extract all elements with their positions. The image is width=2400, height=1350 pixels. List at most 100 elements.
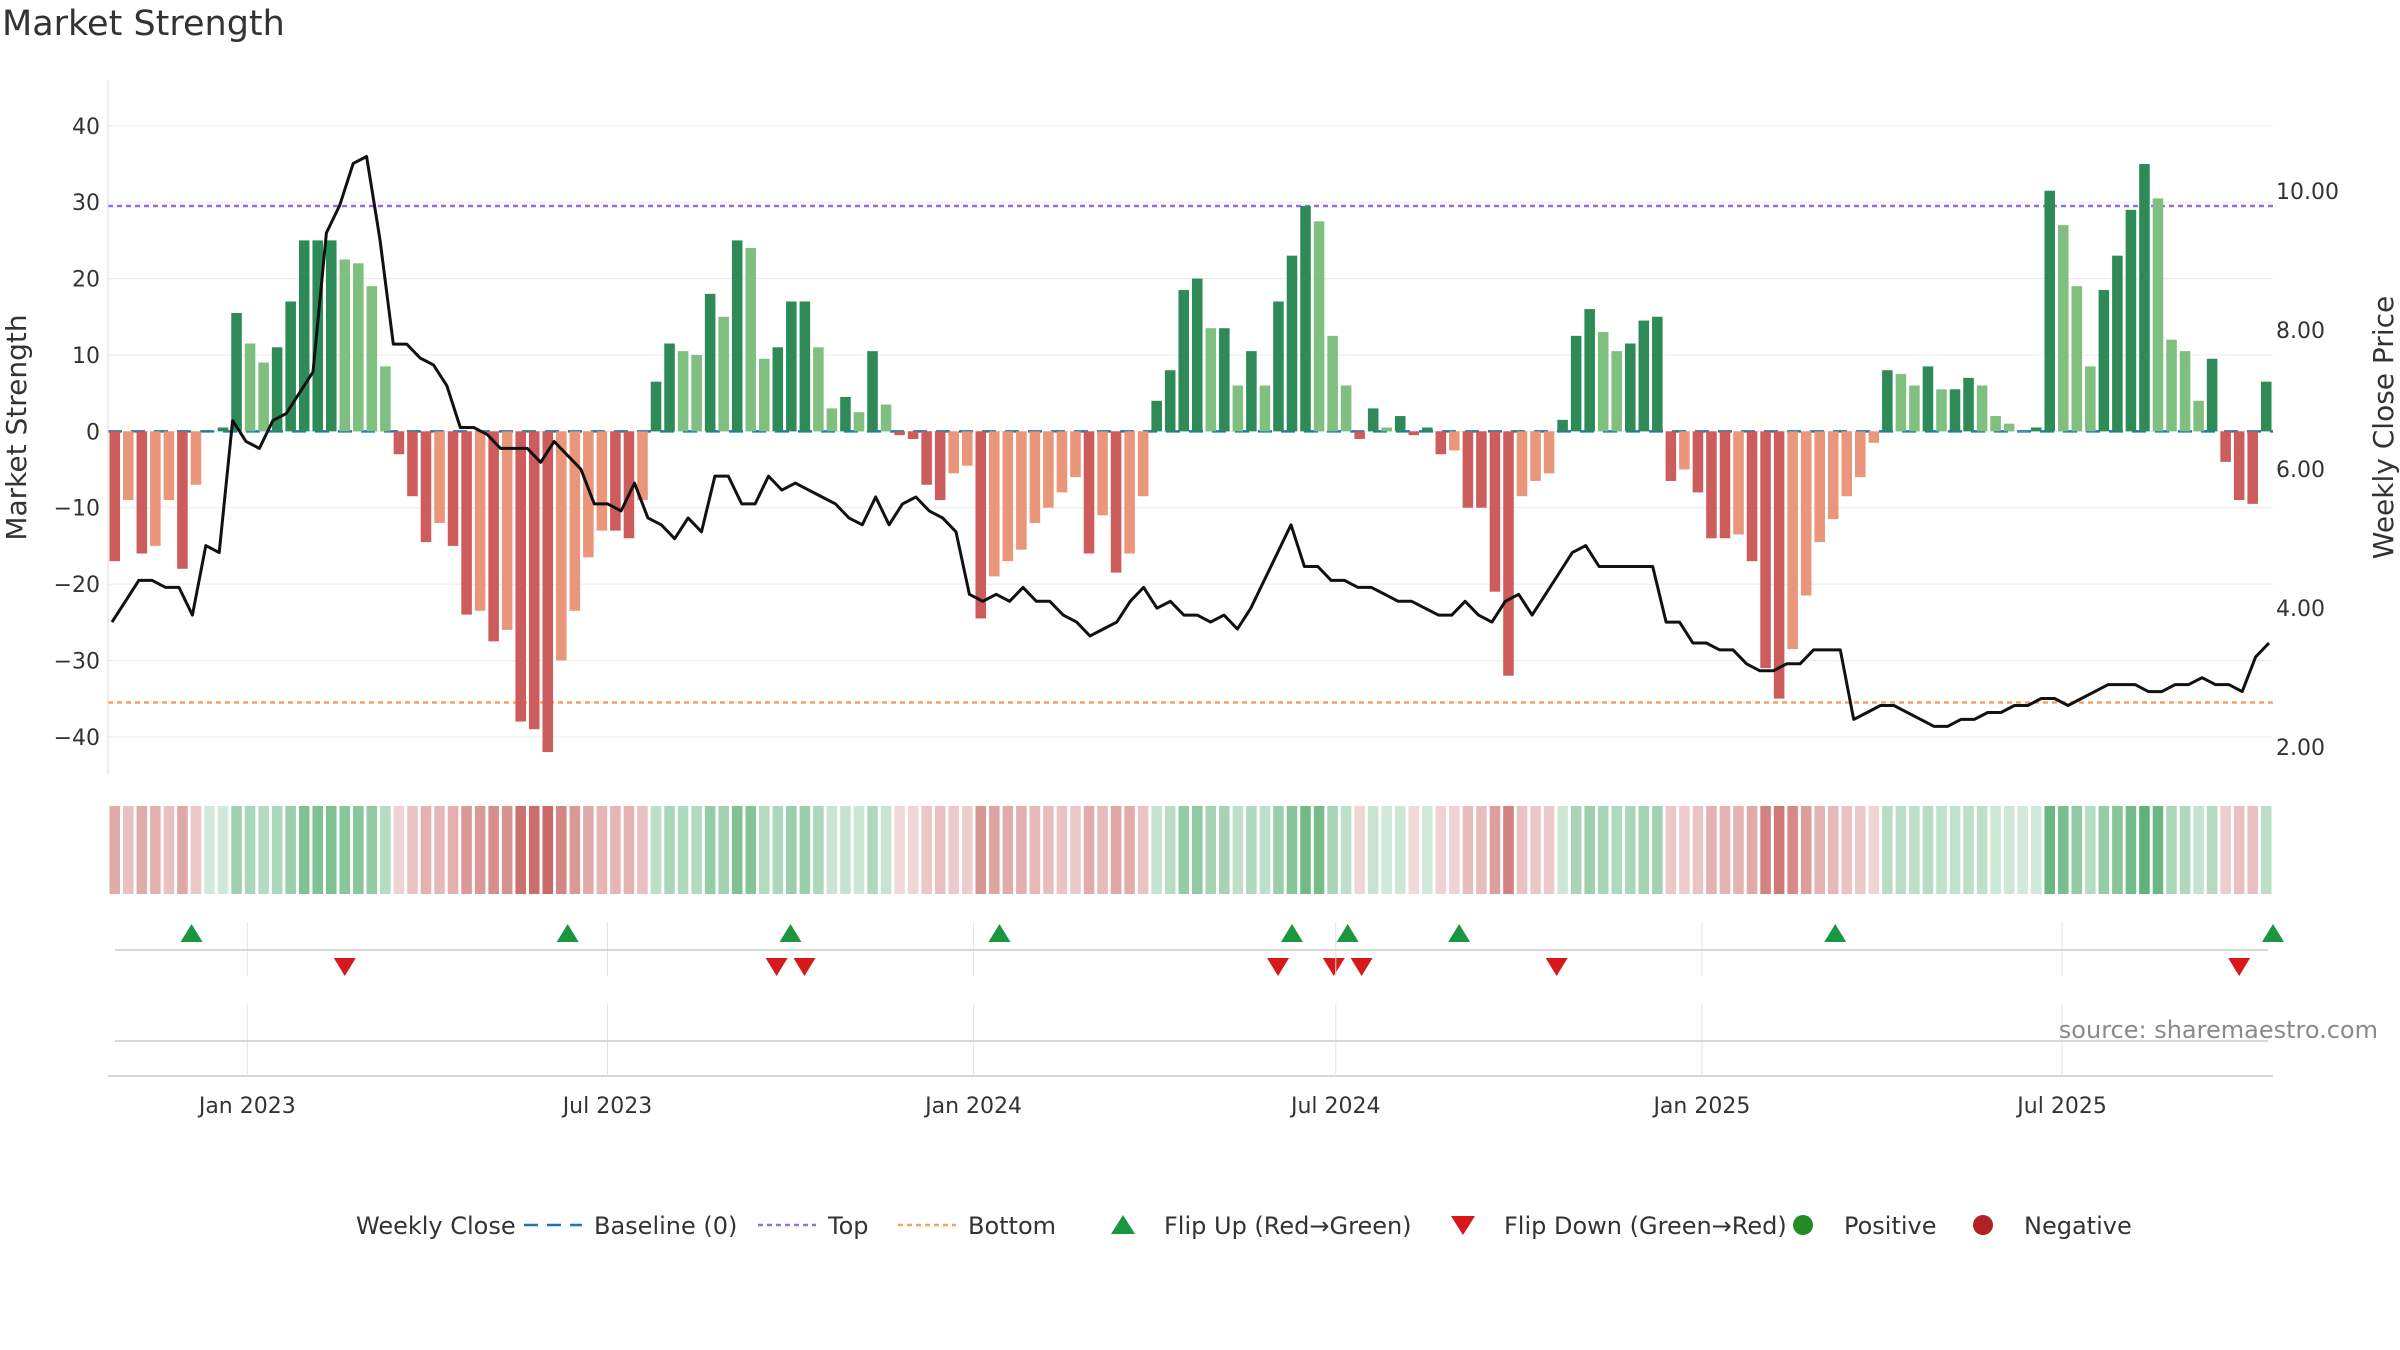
strength-bar [1083,431,1095,554]
strength-bar [1205,328,1217,432]
heat-cell [745,806,757,894]
strength-bar [2112,255,2123,432]
heat-cell [731,806,743,894]
heat-cell [1029,806,1041,894]
y-tick-label-right: 8.00 [2276,319,2325,344]
reference-lines [108,204,2273,704]
heat-cell [1516,806,1528,894]
strength-bar [894,431,905,436]
strength-bar [1381,427,1392,432]
heat-cell [2260,806,2272,894]
flip-down-marker [333,958,356,976]
strength-bar [1976,385,1988,432]
strength-bar [1435,431,1447,455]
chart-title: Market Strength [2,4,285,44]
legend-item-close: Weekly Close [356,1212,516,1240]
flip-down-marker [793,958,816,976]
strength-bar [907,431,919,439]
strength-bar [2139,164,2150,432]
strength-bar [1787,431,1798,649]
heat-cell [1124,806,1135,894]
flip-down-marker [1545,958,1568,976]
strength-bar [556,431,567,661]
heat-cell [1868,806,1880,894]
heat-cell [434,806,445,894]
strength-bar [1232,385,1244,432]
heat-cell [515,806,526,894]
strength-bar [1313,221,1325,432]
heat-cell [447,806,459,894]
strength-bar [217,427,229,432]
flip-up-marker [779,924,802,942]
heat-cell [1394,806,1406,894]
heat-cell [961,806,973,894]
strength-bar [1760,431,1771,669]
heat-cell [1070,806,1081,894]
x-tick-label: Jan 2024 [923,1094,1022,1119]
heat-cell [691,806,702,894]
heat-cell [298,806,310,894]
strength-bar [1746,431,1758,562]
heat-cell [2152,806,2164,894]
strength-bar [2152,198,2164,432]
heat-cell [1503,806,1514,894]
strength-bar [501,431,513,630]
strength-bar [271,347,283,432]
strength-bar [813,347,824,432]
strength-bar [637,431,648,501]
heat-cell [1476,806,1487,894]
strength-bar [488,431,499,642]
heat-cell [488,806,499,894]
strength-bar [1679,431,1690,470]
heat-cell [758,806,770,894]
strength-bar [718,316,729,432]
flip-down-marker [765,958,788,976]
flip-down-marker [2228,958,2251,976]
heat-cell [1246,806,1257,894]
strength-bar [1611,351,1623,432]
heat-cell [1381,806,1392,894]
strength-bar [1706,431,1717,539]
heat-cell [1462,806,1474,894]
legend-label: Weekly Close [356,1212,516,1240]
heat-cell [1259,806,1271,894]
strength-bar [1949,389,1961,432]
heat-cell [528,806,540,894]
heat-cell [704,806,716,894]
heat-cell [2193,806,2204,894]
legend-label: Bottom [968,1212,1056,1240]
heat-cell [2030,806,2042,894]
x-tick-label: Jan 2025 [1651,1094,1750,1119]
strength-bar [1340,385,1352,432]
heat-cell [1273,806,1284,894]
heat-cell [623,806,635,894]
strength-bar [1110,431,1122,573]
heat-cell [2003,806,2015,894]
y-tick-label-left: −40 [54,726,100,751]
flip-up-marker [2262,924,2284,942]
strength-bar [1665,431,1677,481]
y-tick-label-left: 40 [72,115,100,140]
weekly-close-line-layer [110,155,2271,728]
strength-bar [880,404,892,432]
strength-bar [1773,431,1785,699]
heat-cell [312,806,324,894]
heat-cell [650,806,662,894]
strength-bar [1178,290,1190,432]
heat-cell [1827,806,1839,894]
strength-bar [623,431,635,539]
strength-bar [1043,431,1054,508]
flip-up-marker [180,924,203,942]
strength-bar [353,263,364,432]
heat-cell [569,806,581,894]
strength-bar [948,431,959,474]
heat-cell [718,806,729,894]
heat-cell [1151,806,1162,894]
heat-cell [380,806,391,894]
legend-label: Negative [2024,1212,2132,1240]
heat-cell [867,806,878,894]
strength-bar [853,412,865,432]
y-tick-label-left: 10 [72,344,100,369]
legend-label: Top [827,1212,869,1240]
heat-cell [2233,806,2245,894]
